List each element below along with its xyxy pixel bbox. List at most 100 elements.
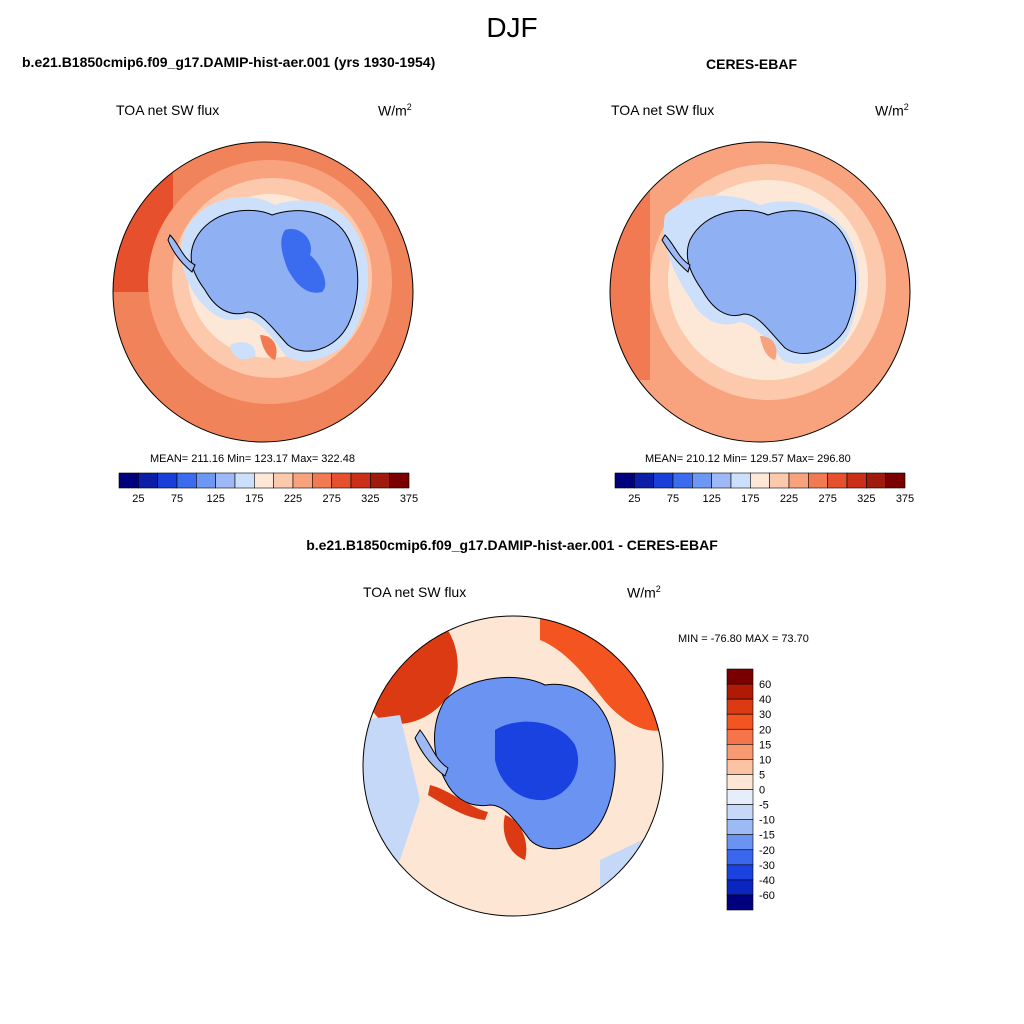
right-ocean-west-band	[610, 180, 650, 380]
left-colorbar-tick-label: 75	[171, 493, 183, 505]
right-map	[609, 141, 911, 443]
right-antarctica	[686, 209, 857, 354]
left-colorbar-tick-label: 275	[322, 493, 340, 505]
diff-colorbar-swatch	[726, 804, 754, 820]
left-colorbar-swatch	[389, 472, 410, 489]
right-colorbar-swatch	[866, 472, 886, 489]
diff-colorbar-swatch	[726, 713, 754, 730]
left-colorbar-swatch	[196, 472, 216, 489]
diff-variable-label: TOA net SW flux	[363, 584, 467, 600]
left-ross-patch	[230, 342, 256, 360]
left-units-label: W/m2	[378, 102, 412, 119]
diff-units-label: W/m2	[627, 584, 661, 601]
right-colorbar-swatch	[730, 472, 751, 489]
diff-colorbar-swatch	[726, 759, 754, 775]
left-colorbar-tick-label: 375	[400, 493, 418, 505]
right-colorbar-tick-label: 75	[667, 493, 679, 505]
right-variable-label: TOA net SW flux	[611, 102, 715, 118]
left-colorbar-swatch	[157, 472, 178, 489]
diff-colorbar-swatch	[726, 849, 754, 866]
left-colorbar-swatch	[292, 472, 313, 489]
left-colorbar-swatch	[312, 472, 332, 489]
figure-title: DJF	[486, 12, 538, 43]
left-colorbar: 25 75 125 175 225 275 325 375	[118, 472, 418, 505]
left-colorbar-swatch	[118, 472, 139, 489]
diff-colorbar-tick-label: -40	[759, 875, 775, 887]
diff-colorbar-swatch	[726, 774, 754, 790]
left-peninsula	[167, 234, 196, 273]
left-colorbar-swatch	[273, 472, 294, 489]
diff-colorbar-tick-label: 10	[759, 754, 771, 766]
left-map	[112, 141, 414, 443]
right-colorbar-tick-label: 125	[702, 493, 720, 505]
right-colorbar-swatch	[769, 472, 790, 489]
left-colorbar-swatch	[370, 472, 390, 489]
diff-peninsula	[414, 729, 449, 777]
right-colorbar-swatch	[634, 472, 654, 489]
diff-colorbar-tick-label: -20	[759, 845, 775, 857]
right-colorbar-tick-label: 175	[741, 493, 759, 505]
diff-colorbar-swatch	[726, 894, 754, 911]
diff-colorbar-tick-label: -60	[759, 890, 775, 902]
diff-colorbar-tick-label: 0	[759, 785, 765, 797]
diff-stats: MIN = -76.80 MAX = 73.70	[678, 633, 809, 645]
diff-colorbar-tick-label: 60	[759, 679, 771, 691]
right-colorbar-tick-label: 225	[780, 493, 798, 505]
diff-colorbar-swatch	[726, 728, 754, 745]
right-map-border	[609, 141, 911, 443]
left-colorbar-swatch	[331, 472, 352, 489]
diff-colorbar-swatch	[726, 744, 754, 760]
right-colorbar-swatch	[846, 472, 867, 489]
diff-colorbar-swatch	[726, 819, 754, 835]
right-colorbar: 25 75 125 175 225 275 325 375	[614, 472, 914, 505]
left-colorbar-swatch	[234, 472, 255, 489]
diff-colorbar-swatch	[726, 668, 754, 685]
left-colorbar-swatch	[254, 472, 274, 489]
right-peninsula	[661, 234, 691, 273]
diff-colorbar-tick-label: -30	[759, 860, 775, 872]
right-ross-warm	[760, 336, 777, 360]
diff-colorbar-tick-label: 20	[759, 724, 771, 736]
left-plateau-low	[281, 229, 326, 293]
left-colorbar-swatch	[350, 472, 371, 489]
diff-plateau-core	[495, 721, 579, 801]
left-colorbar-tick-label: 25	[132, 493, 144, 505]
right-colorbar-swatch	[827, 472, 848, 489]
left-antarctica	[190, 209, 359, 352]
right-colorbar-swatch	[808, 472, 828, 489]
right-colorbar-swatch	[711, 472, 732, 489]
left-map-border	[112, 141, 414, 443]
right-colorbar-tick-label: 275	[818, 493, 836, 505]
diff-colorbar-swatch	[726, 789, 754, 805]
left-colorbar-swatch	[176, 472, 197, 489]
diff-colorbar-tick-label: 40	[759, 694, 771, 706]
right-stats: MEAN= 210.12 Min= 129.57 Max= 296.80	[645, 453, 851, 465]
diff-colorbar-tick-label: -15	[759, 830, 775, 842]
diff-colorbar-swatch	[726, 698, 754, 715]
left-variable-label: TOA net SW flux	[116, 102, 220, 118]
diff-colorbar-tick-label: -5	[759, 800, 769, 812]
diff-colorbar-swatch	[726, 879, 754, 896]
left-colorbar-tick-label: 325	[361, 493, 379, 505]
diff-panel-heading: b.e21.B1850cmip6.f09_g17.DAMIP-hist-aer.…	[306, 537, 718, 553]
diff-colorbar-tick-label: -10	[759, 815, 775, 827]
left-colorbar-swatch	[215, 472, 236, 489]
diff-colorbar-tick-label: 15	[759, 739, 771, 751]
right-panel-heading: CERES-EBAF	[706, 56, 798, 72]
diff-map-border	[362, 615, 664, 917]
diff-colorbar-tick-label: 30	[759, 709, 771, 721]
right-colorbar-swatch	[692, 472, 712, 489]
right-colorbar-swatch	[885, 472, 906, 489]
left-panel-heading: b.e21.B1850cmip6.f09_g17.DAMIP-hist-aer.…	[22, 54, 436, 70]
left-colorbar-tick-label: 175	[245, 493, 263, 505]
right-colorbar-tick-label: 325	[857, 493, 875, 505]
diff-colorbar: 60 40 30 20 15 10 5 0 -5 -10 -15 -20 -30 -40 -60	[726, 668, 775, 911]
diff-colorbar-swatch	[726, 834, 754, 851]
left-ross-warm	[260, 335, 277, 360]
diff-colorbar-swatch	[726, 864, 754, 881]
diff-warm-ross	[503, 815, 527, 860]
diff-warm-northwest	[363, 620, 458, 724]
left-colorbar-swatch	[138, 472, 158, 489]
diff-map	[362, 615, 664, 917]
